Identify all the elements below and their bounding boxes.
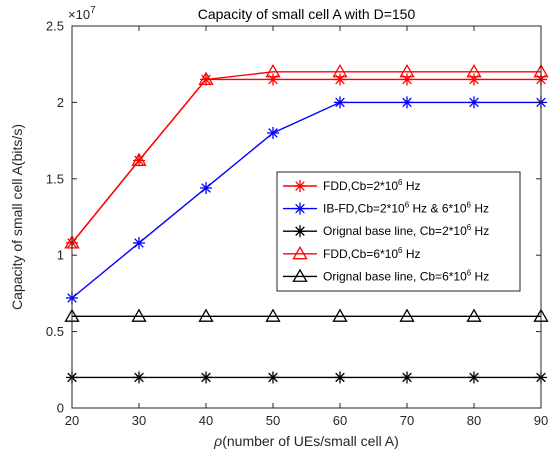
series-4-point-7 [466, 64, 482, 78]
legend-box [276, 171, 521, 292]
series-4-point-5 [332, 64, 348, 78]
chart-title: Capacity of small cell A with D=150 [198, 6, 416, 22]
series-5-point-4 [265, 308, 281, 322]
axes-layer: 20 30 40 50 60 70 80 90 0 0.5 1 1.5 2 2.5 [46, 19, 548, 429]
series-2-point-6 [401, 96, 413, 109]
series-3-point-7 [468, 371, 480, 384]
y-axis-label: Capacity of small cell A(bits/s) [9, 124, 25, 310]
axes-box [71, 25, 542, 409]
series-4 [64, 64, 549, 249]
series-5-point-5 [332, 308, 348, 322]
series-3-point-2 [133, 371, 145, 384]
y-multiplier-base: ×10 [68, 7, 90, 22]
y-axis-multiplier: ×107 [68, 5, 96, 22]
y-tick-label: 1 [57, 248, 64, 263]
legend-label: Orignal base line, Cb=2*106 Hz [323, 223, 489, 238]
series-4-point-4 [265, 64, 281, 78]
y-tick-label: 1.5 [46, 171, 64, 186]
series-4-point-6 [399, 64, 415, 78]
legend: FDD,Cb=2*106 Hz IB-FD,Cb=2*106 Hz & 6*106… [276, 171, 521, 292]
x-tick-label: 70 [400, 413, 414, 428]
series-4-point-2 [131, 152, 147, 166]
series-3-point-4 [267, 371, 279, 384]
series-1-point-5 [334, 73, 346, 86]
series-1-point-4 [267, 73, 279, 86]
legend-marker [294, 225, 306, 238]
series-2-point-3 [200, 181, 212, 194]
x-tick-label: 60 [333, 413, 347, 428]
series-2-line [71, 101, 541, 299]
series-5-point-6 [399, 308, 415, 322]
legend-item: FDD,Cb=2*106 Hz [283, 178, 421, 193]
y-multiplier-exponent: 7 [90, 5, 96, 16]
legend-label: IB-FD,Cb=2*106 Hz & 6*106 Hz [323, 201, 489, 216]
series-3-point-5 [334, 371, 346, 384]
legend-label: FDD,Cb=6*106 Hz [323, 246, 421, 261]
x-tick-label: 20 [65, 413, 79, 428]
legend-marker [294, 180, 306, 192]
legend-label: FDD,Cb=2*106 Hz [323, 178, 421, 193]
y-tick-label: 2.5 [46, 19, 64, 34]
legend-item: Orignal base line, Cb=2*106 Hz [283, 223, 489, 238]
legend-item: FDD,Cb=6*106 Hz [283, 246, 421, 261]
series-3 [66, 371, 547, 384]
series-2-point-4 [267, 126, 279, 139]
series-3-point-6 [401, 371, 413, 384]
x-tick-label: 80 [467, 413, 481, 428]
legend-item: Orignal base line, Cb=6*106 Hz [283, 268, 489, 283]
y-tick-label: 0 [57, 401, 64, 416]
series-2-point-2 [133, 236, 145, 249]
x-tick-label: 50 [266, 413, 280, 428]
series-5-point-3 [198, 308, 214, 322]
legend-item: IB-FD,Cb=2*106 Hz & 6*106 Hz [283, 201, 489, 216]
x-tick-label: 90 [534, 413, 548, 428]
series-2-point-7 [468, 96, 480, 109]
series-5-point-7 [466, 308, 482, 322]
x-tick-label: 30 [132, 413, 146, 428]
series-1-point-7 [468, 73, 480, 86]
series-4-point-3 [198, 71, 214, 86]
legend-marker [292, 268, 308, 282]
legend-marker [294, 202, 306, 215]
x-tick-label: 40 [199, 413, 213, 428]
series-2-point-5 [334, 96, 346, 109]
legend-marker [292, 245, 308, 260]
series-4-line [71, 71, 541, 244]
legend-label: Orignal base line, Cb=6*106 Hz [323, 268, 489, 283]
y-tick-label: 0.5 [46, 324, 64, 339]
series-5-point-2 [131, 308, 147, 322]
x-axis-label: ρ(number of UEs/small cell A) [213, 433, 399, 449]
series-1-point-6 [401, 73, 413, 86]
series-3-point-3 [200, 371, 212, 384]
y-tick-label: 2 [57, 95, 64, 110]
